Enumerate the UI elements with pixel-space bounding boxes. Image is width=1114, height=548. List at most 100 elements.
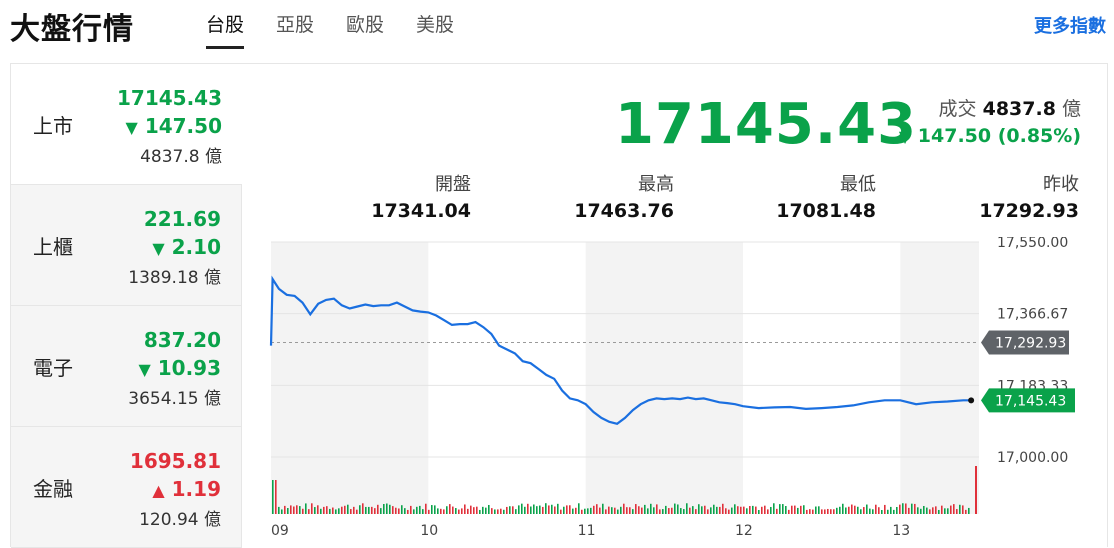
volume-bar — [374, 508, 376, 514]
volume-bar — [458, 509, 460, 514]
volume-bar — [548, 505, 550, 514]
up-arrow-icon: ▲ — [152, 481, 165, 500]
volume-bar — [527, 503, 529, 514]
stat-prev-close: 昨收 17292.93 — [899, 170, 1079, 222]
price-change-value: 147.50 (0.85%) — [917, 125, 1081, 147]
volume-bar — [746, 508, 748, 514]
volume-bar — [911, 503, 913, 514]
volume-bar — [449, 504, 451, 514]
volume-bar — [845, 507, 847, 514]
volume-bar — [776, 508, 778, 514]
volume-bar — [701, 506, 703, 514]
volume-bar — [779, 504, 781, 514]
volume-bar — [383, 503, 385, 514]
volume-bar — [401, 505, 403, 514]
volume-bar — [479, 509, 481, 514]
volume-bar — [542, 506, 544, 514]
volume-bar — [833, 509, 835, 514]
volume-bar — [683, 509, 685, 514]
volume-bar — [950, 505, 952, 514]
volume-bar — [404, 508, 406, 514]
stat-label: 最低 — [840, 174, 876, 195]
volume-label: 成交 — [938, 98, 977, 120]
volume-bar — [644, 504, 646, 514]
volume-bar — [308, 509, 310, 514]
volume-bar — [569, 505, 571, 514]
volume-bar — [281, 509, 283, 514]
tab-europe[interactable]: 歐股 — [346, 14, 385, 36]
volume-bar — [842, 503, 844, 514]
volume-bar — [809, 509, 811, 514]
volume-bar — [659, 509, 661, 514]
volume-bar — [497, 509, 499, 514]
volume-bar — [377, 504, 379, 514]
volume-bar — [926, 507, 928, 514]
index-change-value: 147.50 — [144, 114, 222, 138]
volume-bar — [767, 509, 769, 514]
volume-bar — [803, 505, 805, 514]
volume-bar — [875, 504, 877, 514]
volume-bar — [752, 505, 754, 514]
volume-bar — [305, 503, 307, 514]
volume-bar — [503, 509, 505, 514]
volume-unit: 億 — [1061, 98, 1081, 120]
volume-bar — [743, 506, 745, 514]
index-item-finance[interactable]: 金融 1695.81 ▲ 1.19 120.94 億 — [11, 427, 242, 548]
volume-bar — [944, 508, 946, 514]
index-item-electronics[interactable]: 電子 837.20 ▼ 10.93 3654.15 億 — [11, 306, 242, 427]
volume-bar — [878, 507, 880, 514]
volume-bar — [443, 509, 445, 514]
prev-close-tag — [981, 330, 1069, 355]
x-tick-label: 13 — [892, 523, 910, 539]
volume-bar — [953, 504, 955, 514]
tab-us[interactable]: 美股 — [416, 14, 455, 36]
volume-bar — [347, 504, 349, 514]
y-tick-label: 17,000.00 — [997, 450, 1068, 466]
volume-bar — [575, 507, 577, 514]
index-name: 電子 — [33, 356, 73, 380]
index-change-value: 10.93 — [157, 356, 221, 380]
volume-bar — [719, 506, 721, 514]
volume-bar — [359, 505, 361, 514]
volume-bar — [341, 506, 343, 514]
stat-low: 最低 17081.48 — [696, 170, 876, 222]
volume-bar — [902, 503, 904, 514]
volume-bar — [956, 509, 958, 514]
volume-bar — [509, 506, 511, 514]
volume-bar — [914, 503, 916, 514]
volume-bar — [830, 509, 832, 514]
volume-bar — [689, 507, 691, 514]
more-indices-link[interactable]: 更多指數 — [1034, 16, 1106, 37]
index-name: 上櫃 — [33, 235, 73, 259]
volume-bar — [707, 509, 709, 514]
index-item-listed[interactable]: 上市 17145.43 ▼ 147.50 4837.8 億 — [11, 64, 242, 185]
volume-bar — [332, 507, 334, 514]
header: 大盤行情 台股 亞股 歐股 美股 更多指數 — [0, 0, 1114, 56]
volume-bar — [947, 508, 949, 514]
index-change-value: 1.19 — [171, 477, 221, 501]
volume-bar — [524, 506, 526, 514]
volume-bar — [770, 506, 772, 514]
volume-bar — [806, 509, 808, 514]
volume-bar — [785, 506, 787, 514]
volume-bar — [674, 503, 676, 514]
volume-bar — [959, 504, 961, 514]
volume-bar — [671, 507, 673, 514]
last-price-tag — [981, 388, 1075, 413]
volume-bar — [422, 509, 424, 514]
tab-taiwan[interactable]: 台股 — [206, 10, 245, 49]
stat-value: 17081.48 — [776, 200, 876, 222]
volume-bar — [848, 506, 850, 514]
volume-bar — [623, 503, 625, 514]
tab-asia[interactable]: 亞股 — [276, 14, 315, 36]
volume-bar — [812, 509, 814, 514]
index-change: ▲ 1.19 — [152, 477, 221, 501]
volume-bar — [563, 506, 565, 514]
index-name: 上市 — [33, 114, 73, 138]
volume-bar — [398, 508, 400, 514]
hour-band — [900, 242, 979, 514]
volume-bar — [557, 503, 559, 514]
volume-bar — [965, 509, 967, 514]
index-item-otc[interactable]: 上櫃 221.69 ▼ 2.10 1389.18 億 — [11, 185, 242, 306]
